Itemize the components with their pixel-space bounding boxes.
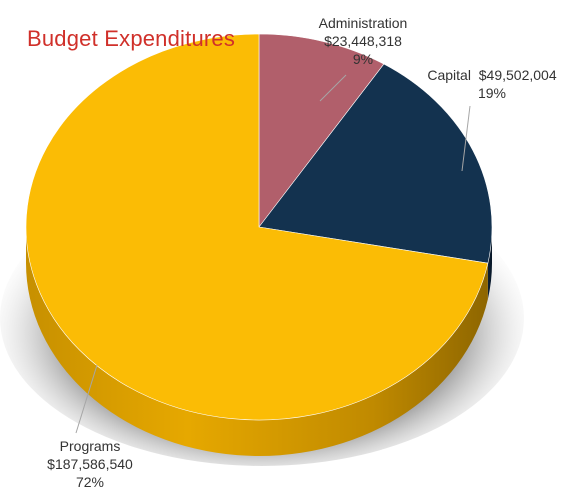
slice-percent-capital: 19%: [477, 85, 507, 101]
pie-slice-capital: [258, 63, 493, 264]
slice-value-capital: $49,502,004: [478, 67, 557, 83]
slice-category-value-capital: Capital $49,502,004: [418, 66, 566, 84]
slice-category-capital: Capital: [427, 67, 471, 83]
pie-depth: [26, 227, 492, 456]
slice-percent-programs: 72%: [75, 474, 105, 490]
slice-category-programs: Programs: [59, 438, 121, 454]
slice-label-capital: Capital $49,502,004 19%: [418, 66, 566, 102]
leader-lines: [75, 74, 471, 434]
leader-line-administration: [319, 74, 347, 102]
pie-side-capital: [487, 227, 492, 300]
leader-line-capital: [461, 105, 471, 172]
chart-title: Budget Expenditures: [27, 26, 236, 51]
slice-label-administration: Administration $23,448,318 9%: [305, 14, 421, 68]
slice-value-programs: $187,586,540: [47, 456, 133, 472]
leader-line-programs: [75, 364, 98, 434]
slice-value-administration: $23,448,318: [324, 33, 402, 49]
pie-top: [25, 33, 493, 421]
slice-category-administration: Administration: [318, 15, 408, 31]
pie-side-programs: [26, 227, 488, 456]
slice-label-programs: Programs $187,586,540 72%: [30, 437, 150, 491]
pie-slice-programs: [25, 33, 489, 421]
pie-slice-administration: [258, 33, 385, 228]
slice-percent-administration: 9%: [352, 51, 374, 67]
